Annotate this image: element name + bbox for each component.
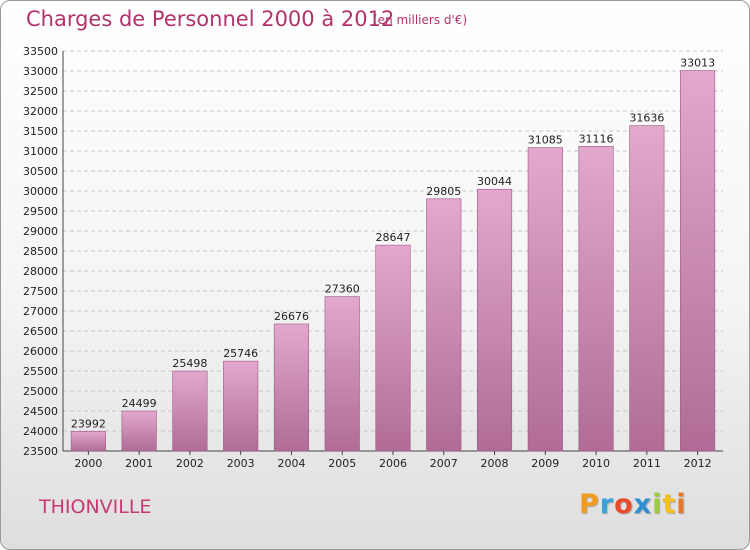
bar	[426, 198, 462, 452]
x-tick-labels: 2000 2001 2002 2003 2004 2005 2006 2007 2008 2009…	[74, 451, 712, 470]
y-tick-label: 32500	[23, 85, 58, 98]
y-tick-label: 27500	[23, 285, 58, 298]
x-tick-label: 2010	[582, 457, 610, 470]
x-tick-label: 2005	[328, 457, 356, 470]
data-label: 33013	[680, 56, 715, 69]
data-label: 25498	[172, 357, 207, 370]
brand-letter: P	[579, 489, 600, 520]
x-tick-label: 2003	[227, 457, 255, 470]
y-tick-label: 26000	[23, 345, 58, 358]
data-label: 27360	[325, 283, 360, 296]
x-tick-label: 2008	[481, 457, 509, 470]
y-tick-label: 32000	[23, 105, 58, 118]
y-tick-label: 23500	[23, 445, 58, 458]
bar	[629, 125, 665, 452]
data-label: 23992	[71, 417, 106, 430]
data-label: 24499	[122, 397, 157, 410]
bar	[172, 370, 208, 452]
x-tick-label: 2004	[277, 457, 305, 470]
data-label: 31085	[528, 134, 563, 147]
brand-logo: Proxiti	[579, 489, 687, 520]
x-tick-label: 2000	[74, 457, 102, 470]
y-tick-label: 24000	[23, 425, 58, 438]
y-tick-label: 24500	[23, 405, 58, 418]
x-tick-label: 2007	[430, 457, 458, 470]
bars	[70, 70, 716, 452]
brand-letter: x	[633, 489, 653, 520]
y-tick-label: 29000	[23, 225, 58, 238]
x-tick-label: 2011	[633, 457, 661, 470]
y-tick-label: 26500	[23, 325, 58, 338]
chart-title: Charges de Personnel 2000 à 2012	[26, 7, 395, 31]
brand-letter: i	[676, 489, 687, 520]
data-label: 31116	[579, 132, 614, 145]
x-tick-label: 2012	[684, 457, 712, 470]
bar	[680, 70, 716, 452]
y-tick-label: 31000	[23, 145, 58, 158]
x-tick-label: 2001	[125, 457, 153, 470]
y-tick-label: 25000	[23, 385, 58, 398]
bar	[223, 360, 259, 452]
y-tick-labels: 23500 24000 24500 25000 25500 26000 26500 27000…	[23, 45, 58, 458]
data-label: 31636	[629, 112, 664, 125]
y-tick-label: 33000	[23, 65, 58, 78]
data-label: 30044	[477, 175, 512, 188]
bar	[324, 296, 360, 452]
x-tick-label: 2006	[379, 457, 407, 470]
y-tick-label: 28500	[23, 245, 58, 258]
bar	[476, 188, 513, 452]
y-tick-label: 28000	[23, 265, 58, 278]
data-label: 28647	[376, 231, 411, 244]
data-label: 26676	[274, 310, 309, 323]
bar	[273, 323, 310, 452]
bar	[121, 410, 157, 452]
brand-letter: i	[652, 489, 663, 520]
city-name: THIONVILLE	[39, 496, 152, 518]
brand-letter: r	[599, 489, 615, 520]
y-tick-label: 33500	[23, 45, 58, 58]
bar	[527, 147, 563, 452]
bar	[70, 431, 106, 452]
y-tick-label: 31500	[23, 125, 58, 138]
bar	[578, 146, 614, 452]
y-tick-label: 29500	[23, 205, 58, 218]
x-tick-label: 2002	[176, 457, 204, 470]
chart-subtitle: (en milliers d'€)	[373, 13, 468, 27]
brand-letter: o	[614, 489, 634, 520]
y-tick-label: 27000	[23, 305, 58, 318]
y-tick-label: 30500	[23, 165, 58, 178]
y-tick-label: 30000	[23, 185, 58, 198]
data-labels: 23992 24499 25498 25746 26676 27360 28647 29805…	[71, 56, 715, 430]
bar	[375, 244, 411, 452]
data-label: 25746	[223, 347, 258, 360]
brand-letter: t	[662, 489, 677, 520]
y-tick-label: 25500	[23, 365, 58, 378]
data-label: 29805	[426, 185, 461, 198]
x-tick-label: 2009	[531, 457, 559, 470]
